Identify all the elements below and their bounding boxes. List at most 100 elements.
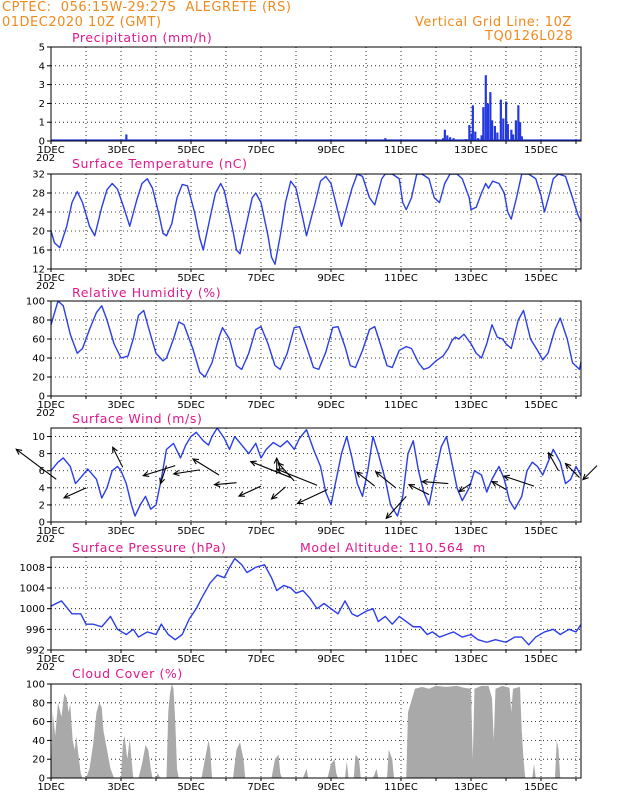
wind-vector-head [275, 468, 284, 475]
precip-bar [474, 131, 477, 141]
precip-ytick-label: 3 [39, 80, 45, 91]
pressure-xtick-label: 9DEC [317, 654, 344, 665]
rh-ytick-label: 80 [32, 316, 45, 327]
pressure-title: Surface Pressure (hPa) [72, 540, 227, 555]
wind-vector-head [547, 451, 554, 459]
wind-vector [548, 452, 559, 471]
temp-xtick-label: 15DEC [524, 273, 558, 284]
wind-vector [503, 475, 535, 487]
wind-vector [422, 480, 449, 485]
precip-bar [514, 120, 517, 141]
temp-xtick-label: 9DEC [317, 273, 344, 284]
precip-ytick-label: 0 [39, 137, 45, 148]
precip-bar [471, 105, 474, 141]
wind-vector [238, 485, 262, 497]
wind-xtick-label: 3DEC [107, 526, 134, 537]
wind-title: Surface Wind (m/s) [72, 411, 203, 426]
wind-vector-head [237, 491, 246, 497]
pressure-year-label: 202 [36, 662, 55, 673]
precip-xtick-label: 3DEC [107, 145, 134, 156]
pressure-frame [50, 556, 582, 651]
temp-year-label: 202 [36, 281, 55, 292]
wind-xtick-label: 9DEC [317, 526, 344, 537]
pressure-xtick-label: 7DEC [247, 654, 274, 665]
precip-xtick-label: 1DEC [37, 145, 64, 156]
precip-bar [449, 137, 452, 141]
rh-xtick-label: 15DEC [524, 400, 558, 411]
cloud-ytick-label: 20 [32, 755, 45, 766]
precip-bar [506, 124, 509, 141]
pressure-ytick-label: 996 [26, 625, 45, 636]
rh-frame [50, 300, 582, 397]
wind-vector-head [296, 498, 304, 505]
wind-vector [458, 483, 472, 493]
cloud-xtick-label: 9DEC [317, 782, 344, 793]
precip-bar [493, 125, 496, 141]
rh-ytick-label: 0 [39, 392, 45, 403]
cloud-xtick-label: 7DEC [247, 782, 274, 793]
wind-vector-head [15, 448, 23, 455]
wind-vector-head [502, 474, 511, 481]
temp-xtick-label: 5DEC [177, 273, 204, 284]
wind-xtick-label: 13DEC [454, 526, 488, 537]
precip-bar [482, 107, 485, 141]
wind-vector [192, 458, 220, 476]
header-date: 01DEC2020 10Z (GMT) [2, 15, 162, 30]
header-location: CPTEC: 056:15W-29:27S ALEGRETE (RS) [2, 0, 292, 15]
precip-bar [480, 135, 483, 141]
pressure-xtick-label: 13DEC [454, 654, 488, 665]
rh-xtick-label: 1DEC [37, 400, 64, 411]
wind-vector [15, 448, 57, 480]
precip-bar [519, 122, 522, 141]
precip-xtick-label: 13DEC [454, 145, 488, 156]
pressure-ytick-label: 1004 [20, 584, 45, 595]
wind-vector-head [191, 458, 200, 465]
cloud-xtick-label: 11DEC [384, 782, 418, 793]
wind-vector [297, 489, 328, 505]
precip-bar [502, 118, 505, 141]
cloud-xtick-label: 1DEC [37, 782, 64, 793]
temp-series-line [51, 174, 581, 265]
wind-vector-head [159, 477, 166, 485]
precip-title: Precipitation (mm/h) [72, 30, 213, 45]
cloud-xtick-label: 15DEC [524, 782, 558, 793]
wind-ytick-label: 6 [39, 466, 45, 477]
precip-bar [484, 75, 487, 141]
wind-ytick-label: 0 [39, 518, 45, 529]
cloud-xtick-label: 13DEC [454, 782, 488, 793]
wind-vector-head [112, 446, 118, 454]
temp-ytick-label: 16 [32, 246, 45, 257]
temp-ytick-label: 20 [32, 227, 45, 238]
wind-ytick-label: 2 [39, 500, 45, 511]
pressure-xtick-label: 5DEC [177, 654, 204, 665]
wind-vector-head [407, 484, 416, 490]
temp-title: Surface Temperature (nC) [72, 156, 248, 171]
wind-vector-head [582, 473, 589, 481]
wind-vector [271, 486, 286, 500]
wind-series-line [51, 428, 581, 517]
wind-vector [173, 469, 200, 475]
wind-vector [565, 463, 580, 478]
wind-vector-head [374, 471, 382, 478]
wind-vector-head [142, 471, 150, 478]
wind-vector-head [213, 481, 221, 488]
temp-ytick-label: 28 [32, 189, 45, 200]
cloud-ytick-label: 80 [32, 698, 45, 709]
temp-ytick-label: 32 [32, 170, 45, 181]
temp-ytick-label: 12 [32, 265, 45, 276]
temp-xtick-label: 11DEC [384, 273, 418, 284]
wind-vector-head [490, 480, 499, 487]
precip-xtick-label: 15DEC [524, 145, 558, 156]
rh-year-label: 202 [36, 408, 55, 419]
cloud-ytick-label: 60 [32, 717, 45, 728]
pressure-xtick-label: 3DEC [107, 654, 134, 665]
pressure-xtick-label: 15DEC [524, 654, 558, 665]
precip-xtick-label: 7DEC [247, 145, 274, 156]
rh-ytick-label: 20 [32, 373, 45, 384]
precip-year-label: 202 [36, 153, 55, 164]
wind-vector [491, 481, 507, 491]
wind-vector [214, 482, 237, 486]
precip-ytick-label: 1 [39, 118, 45, 129]
wind-vector-head [355, 471, 363, 478]
